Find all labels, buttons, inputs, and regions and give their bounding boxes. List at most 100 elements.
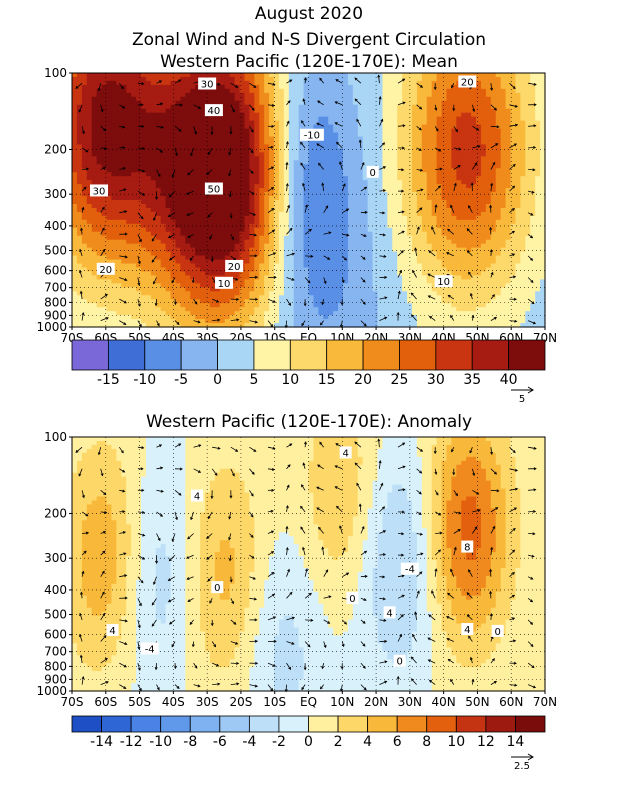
field-cell	[269, 96, 275, 102]
field-cell	[239, 148, 246, 153]
field-cell	[170, 207, 177, 213]
field-cell	[254, 196, 260, 201]
field-cell	[451, 164, 457, 169]
field-cell	[264, 124, 270, 130]
field-cell	[510, 80, 517, 86]
field-cell	[180, 92, 186, 98]
field-cell	[283, 73, 290, 78]
field-cell	[446, 144, 452, 150]
field-cell	[165, 76, 172, 82]
field-cell	[525, 112, 531, 118]
field-cell	[461, 251, 467, 257]
field-cell	[131, 92, 137, 98]
field-cell	[190, 223, 196, 229]
field-cell	[313, 104, 319, 110]
field-cell	[214, 168, 221, 173]
field-cell	[411, 219, 418, 225]
field-cell	[411, 84, 418, 90]
field-cell	[205, 223, 211, 229]
field-cell	[402, 267, 408, 273]
field-cell	[86, 271, 93, 277]
field-cell	[234, 73, 241, 78]
field-cell	[505, 88, 512, 94]
field-cell	[490, 80, 497, 86]
field-cell	[485, 259, 492, 265]
field-cell	[209, 136, 216, 142]
field-cell	[476, 84, 482, 90]
field-cell	[500, 76, 507, 82]
field-cell	[387, 132, 393, 138]
field-cell	[411, 180, 418, 185]
field-cell	[441, 168, 448, 173]
field-cell	[145, 176, 152, 181]
field-cell	[190, 243, 196, 249]
field-cell	[81, 132, 88, 138]
field-cell	[244, 255, 250, 261]
field-cell	[471, 219, 477, 225]
field-cell	[407, 112, 413, 118]
field-cell	[451, 176, 457, 181]
field-cell	[446, 247, 452, 253]
field-cell	[397, 148, 403, 153]
field-cell	[313, 207, 319, 213]
field-cell	[505, 128, 512, 134]
field-cell	[264, 112, 270, 118]
field-cell	[274, 247, 280, 253]
field-cell	[101, 176, 108, 181]
field-cell	[525, 116, 531, 122]
field-cell	[318, 80, 324, 86]
field-cell	[510, 219, 517, 225]
field-cell	[510, 211, 517, 217]
mean-panel: 70S 60S 50S 40S 30S 20S 10S EQ 10N 20N 30N 40N 50N 60…	[36, 66, 557, 405]
field-cell	[264, 172, 270, 177]
field-cell	[485, 164, 492, 169]
field-cell	[72, 259, 78, 265]
field-cell	[185, 188, 191, 193]
field-cell	[160, 203, 167, 209]
field-cell	[96, 164, 103, 169]
field-cell	[293, 84, 300, 90]
field-cell	[431, 263, 438, 269]
field-cell	[407, 207, 413, 213]
field-cell	[421, 108, 428, 114]
field-cell	[407, 235, 413, 241]
field-cell	[234, 80, 241, 86]
field-cell	[328, 108, 334, 114]
field-cell	[402, 80, 408, 86]
field-cell	[318, 227, 324, 233]
field-cell	[333, 259, 339, 265]
field-cell	[160, 172, 167, 177]
field-cell	[145, 92, 152, 98]
field-cell	[81, 231, 88, 237]
field-cell	[229, 120, 236, 126]
field-cell	[190, 84, 196, 90]
field-cell	[155, 223, 162, 229]
field-cell	[195, 255, 201, 261]
field-cell	[466, 235, 472, 241]
field-cell	[200, 235, 206, 241]
field-cell	[535, 116, 541, 122]
field-cell	[86, 132, 93, 138]
field-cell	[76, 116, 83, 122]
field-cell	[190, 263, 196, 269]
field-cell	[86, 100, 93, 106]
field-cell	[180, 124, 186, 130]
field-cell	[530, 164, 536, 169]
field-cell	[224, 180, 231, 185]
field-cell	[411, 263, 418, 269]
field-cell	[318, 247, 324, 253]
field-cell	[145, 267, 152, 273]
field-cell	[259, 92, 265, 98]
field-cell	[283, 156, 290, 161]
field-cell	[81, 251, 88, 257]
field-cell	[530, 267, 536, 273]
field-cell	[180, 152, 186, 157]
field-cell	[436, 196, 443, 201]
field-cell	[357, 263, 364, 269]
field-cell	[421, 259, 428, 265]
field-cell	[372, 148, 379, 153]
field-cell	[382, 251, 388, 257]
field-cell	[510, 227, 517, 233]
field-cell	[288, 120, 295, 126]
field-cell	[239, 168, 246, 173]
